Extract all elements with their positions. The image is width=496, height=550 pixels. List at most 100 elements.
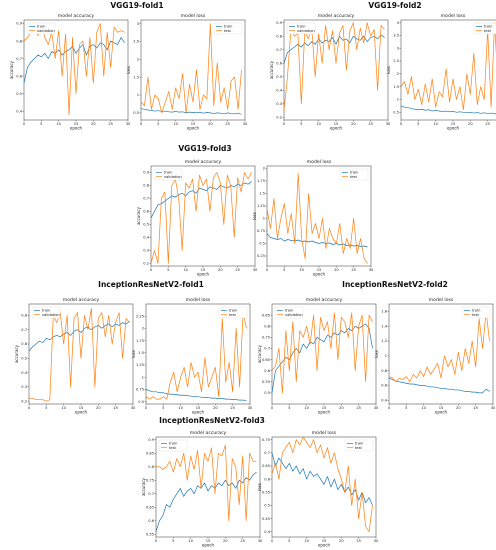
y-axis-label: accuracy (269, 60, 274, 79)
x-tick-label: 0 (271, 539, 274, 543)
legend-entry-train: train (472, 309, 480, 313)
y-tick-label: 0.3 (276, 102, 282, 106)
y-tick-label: 0.4 (21, 371, 27, 375)
legend-box (344, 439, 374, 452)
legend-entry-train: train (355, 442, 363, 446)
x-tick-label: 10 (61, 406, 66, 410)
legend-entry-test: test (229, 313, 236, 317)
y-axis-label: loss (374, 350, 379, 358)
legend-entry-train: train (229, 309, 237, 313)
y-tick-label: 1 (385, 354, 387, 358)
series-line-train (271, 323, 373, 393)
x-tick-label: 25 (225, 122, 230, 126)
x-tick-label: 0 (283, 122, 286, 126)
legend-entry-train: train (42, 309, 50, 313)
y-tick-label: 2.25 (136, 314, 144, 318)
group-title: InceptionResNetV2-fold2 (342, 280, 448, 289)
y-axis-label: loss (386, 66, 391, 74)
legend-entry-validation: validation (297, 29, 315, 33)
plot-frame (266, 165, 372, 267)
series-line-train (140, 108, 242, 115)
x-tick-label: 10 (178, 406, 183, 410)
y-tick-label: 0.4 (276, 88, 282, 92)
plot-frame (140, 19, 246, 121)
x-tick-label: 30 (386, 122, 391, 126)
series-line-test (400, 22, 496, 111)
y-tick-label: 0.65 (262, 464, 270, 468)
y-tick-label: 0.7 (264, 347, 270, 351)
plot-frame (271, 303, 377, 405)
series-line-train (23, 37, 125, 84)
x-tick-label: 15 (322, 406, 327, 410)
x-axis-label: epoch (75, 410, 88, 415)
y-tick-label: 2.5 (393, 59, 399, 63)
y-tick-label: 0.3 (143, 249, 149, 253)
plot-frame (23, 19, 129, 121)
chart-title: model loss (186, 297, 211, 303)
x-tick-label: 30 (248, 406, 253, 410)
y-tick-label: 0.75 (146, 478, 154, 482)
legend-box (213, 22, 243, 35)
y-tick-label: 0.6 (276, 61, 282, 65)
y-tick-label: 0.6 (21, 342, 27, 346)
y-tick-label: 1.25 (136, 363, 144, 367)
y-tick-label: 0.7 (148, 492, 154, 496)
legend-box (461, 306, 491, 319)
x-tick-label: 15 (191, 122, 196, 126)
x-tick-label: 20 (223, 539, 228, 543)
legend-entry-test: test (484, 29, 491, 33)
series-line-test (271, 436, 373, 533)
chart-9: model accuracy 0 5 10 15 20 25 30 0.5 0.55 0.6 0.65… (257, 297, 379, 415)
y-tick-label: 0.5 (21, 356, 27, 360)
x-tick-label: 25 (368, 122, 373, 126)
y-tick-label: 0.85 (146, 451, 154, 455)
chart-3: model accuracy 0 5 10 15 20 25 30 0.2 0.3 0.4 0.5 0.… (269, 13, 391, 131)
chart-12: model loss 0 5 10 15 20 25 30 0.4 0.45 0.5 0.55 0.6 0… (257, 430, 379, 548)
y-tick-label: 0.55 (262, 490, 270, 494)
chart-title: model accuracy (185, 159, 222, 165)
legend-box (31, 306, 61, 319)
y-tick-label: 2 (263, 167, 265, 171)
x-tick-label: 25 (473, 406, 478, 410)
y-tick-label: 0.8 (276, 34, 282, 38)
x-tick-label: 10 (188, 539, 193, 543)
y-tick-label: 0.4 (264, 530, 270, 534)
plot-frame (400, 19, 496, 121)
x-axis-label: epoch (447, 126, 460, 131)
x-axis-label: epoch (192, 410, 205, 415)
series-line-validation (283, 22, 385, 111)
y-tick-label: 0.55 (262, 380, 270, 384)
legend-entry-validation: validation (42, 313, 60, 317)
x-tick-label: 15 (74, 122, 79, 126)
y-tick-label: 2 (397, 72, 399, 76)
x-tick-label: 5 (40, 122, 42, 126)
x-axis-label: epoch (197, 272, 210, 277)
y-tick-label: 0.5 (16, 92, 22, 96)
x-tick-label: 25 (485, 122, 490, 126)
y-tick-label: 0.5 (264, 504, 270, 508)
x-tick-label: 10 (304, 539, 309, 543)
x-tick-label: 10 (56, 122, 61, 126)
chart-title: model accuracy (63, 297, 100, 303)
legend-entry-test: test (169, 446, 176, 450)
legend-box (218, 306, 248, 319)
y-tick-label: 1.75 (136, 339, 144, 343)
x-tick-label: 20 (208, 122, 213, 126)
y-tick-label: 0.2 (21, 399, 27, 403)
x-tick-label: 0 (388, 406, 391, 410)
plot-frame (388, 303, 494, 405)
y-tick-label: 3 (137, 22, 139, 26)
x-tick-label: 10 (183, 268, 188, 272)
y-tick-label: 0.9 (16, 22, 22, 26)
chart-1: model accuracy 0 5 10 15 20 25 30 0.4 0.5 0.6 0.7 0.… (9, 13, 131, 131)
y-tick-label: 1.5 (259, 192, 265, 196)
y-tick-label: 0.3 (21, 385, 27, 389)
y-tick-label: 1.5 (133, 75, 139, 79)
